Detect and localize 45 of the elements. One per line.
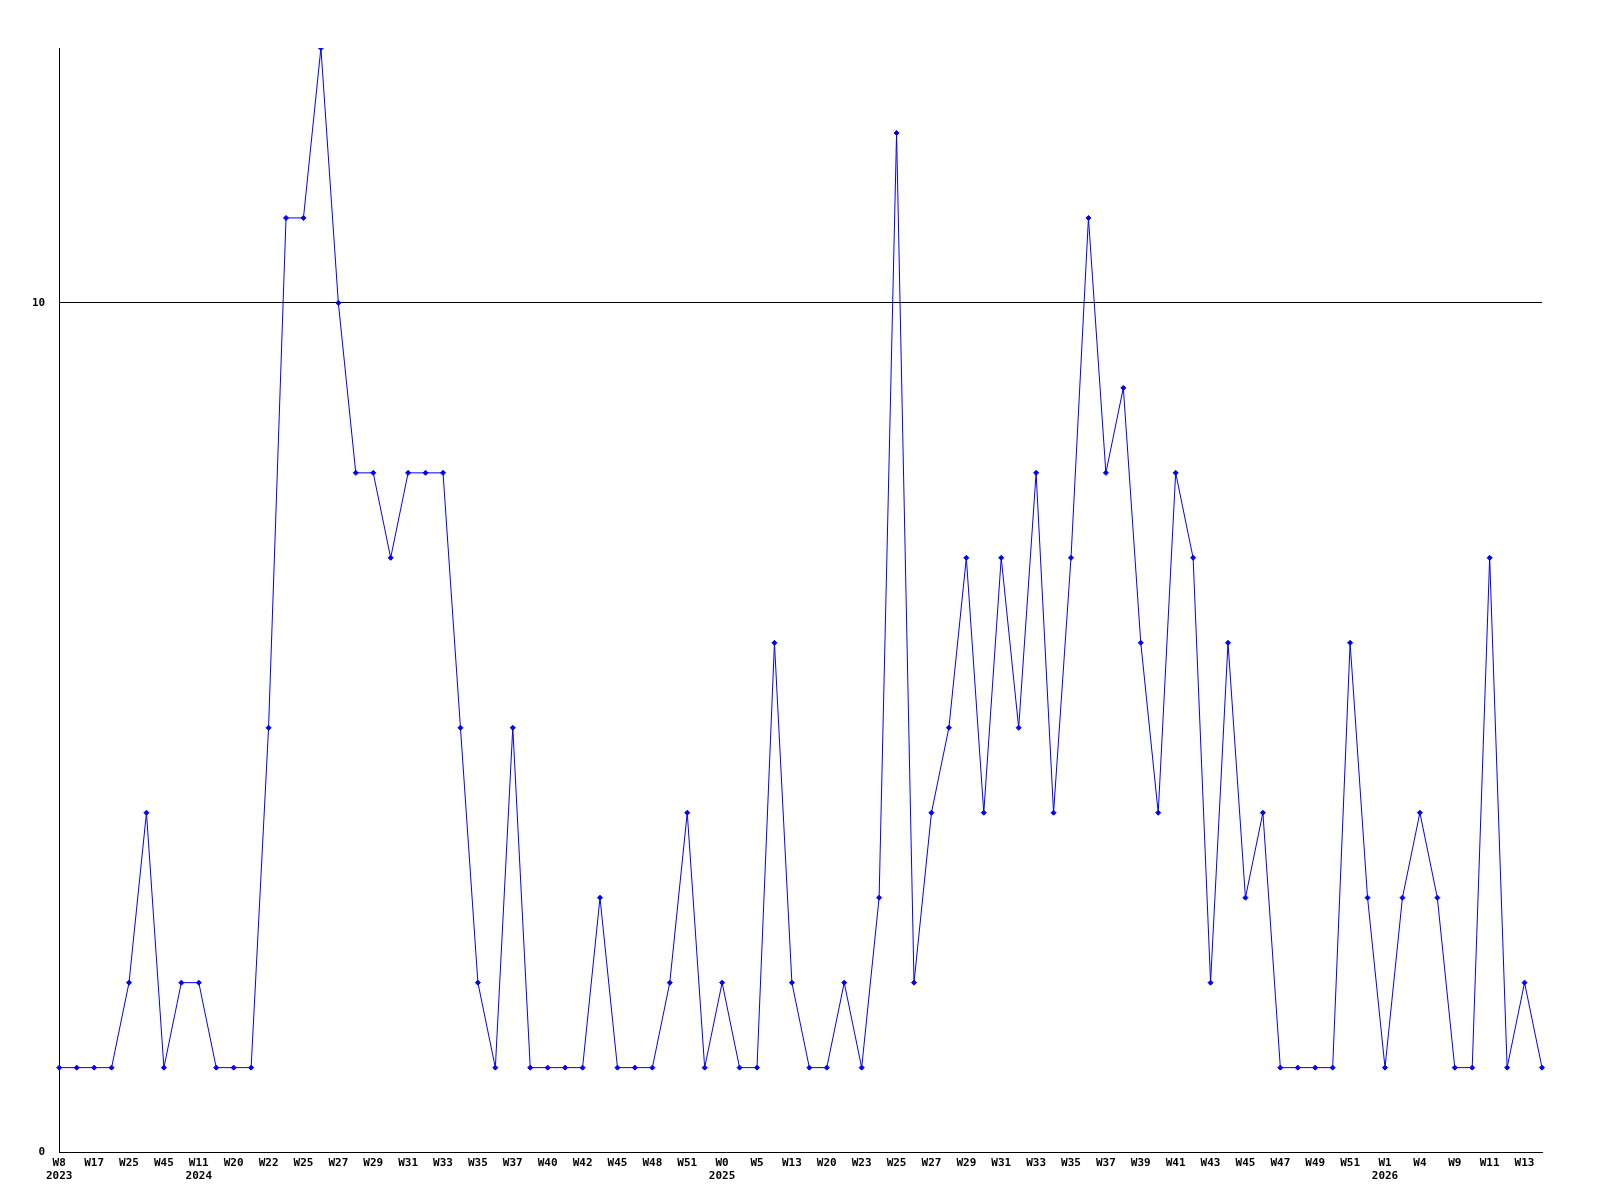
x-tick-label: W22 <box>258 1156 279 1170</box>
x-tick-label: W11 2024 <box>185 1156 213 1183</box>
x-tick-label: W37 <box>502 1156 523 1170</box>
x-tick-label: W9 <box>1448 1156 1462 1170</box>
x-tick-label: W17 <box>84 1156 105 1170</box>
x-tick-label: W31 <box>398 1156 419 1170</box>
x-tick-label: W35 <box>467 1156 488 1170</box>
x-tick-label: W45 <box>153 1156 174 1170</box>
x-tick-label: W25 <box>119 1156 139 1170</box>
y-tick-label: 10 <box>32 295 46 309</box>
x-tick-label: W37 <box>1095 1156 1116 1170</box>
x-tick-label: W41 <box>1165 1156 1186 1170</box>
x-tick-label: W25 <box>886 1156 907 1170</box>
x-tick-label: W11 <box>1479 1156 1500 1170</box>
x-tick-label: W29 <box>363 1156 384 1170</box>
x-tick-label: W51 <box>1340 1156 1361 1170</box>
x-tick-label: W0 2025 <box>708 1156 736 1183</box>
x-tick-label: W1 2026 <box>1371 1156 1399 1183</box>
x-tick-label: W13 <box>781 1156 802 1170</box>
x-tick-label: W13 <box>1514 1156 1535 1170</box>
x-tick-label: W20 <box>816 1156 837 1170</box>
x-tick-label: W4 <box>1413 1156 1427 1170</box>
x-tick-label: W25 <box>293 1156 314 1170</box>
y-tick-label: 0 <box>38 1145 46 1159</box>
x-tick-label: W8 2023 <box>46 1156 73 1183</box>
x-tick-label: W33 <box>433 1156 453 1170</box>
x-tick-label: W35 <box>1061 1156 1081 1170</box>
x-tick-label: W20 <box>223 1156 244 1170</box>
x-tick-label: W39 <box>1130 1156 1151 1170</box>
x-tick-label: W33 <box>1026 1156 1047 1170</box>
x-tick-label: W45 <box>607 1156 628 1170</box>
x-tick-label: W47 <box>1270 1156 1291 1170</box>
x-tick-label: W27 <box>921 1156 942 1170</box>
x-tick-label: W5 <box>750 1156 764 1170</box>
x-tick-label: W40 <box>537 1156 558 1170</box>
x-tick-label: W48 <box>642 1156 663 1170</box>
x-tick-label: W45 <box>1235 1156 1256 1170</box>
x-tick-label: W29 <box>956 1156 977 1170</box>
x-tick-label: W27 <box>328 1156 349 1170</box>
x-tick-label: W43 <box>1200 1156 1221 1170</box>
x-tick-label: W49 <box>1305 1156 1326 1170</box>
x-tick-label: W23 <box>851 1156 872 1170</box>
x-tick-label: W51 <box>677 1156 698 1170</box>
x-tick-label: W31 <box>991 1156 1012 1170</box>
x-tick-label: W42 <box>572 1156 593 1170</box>
